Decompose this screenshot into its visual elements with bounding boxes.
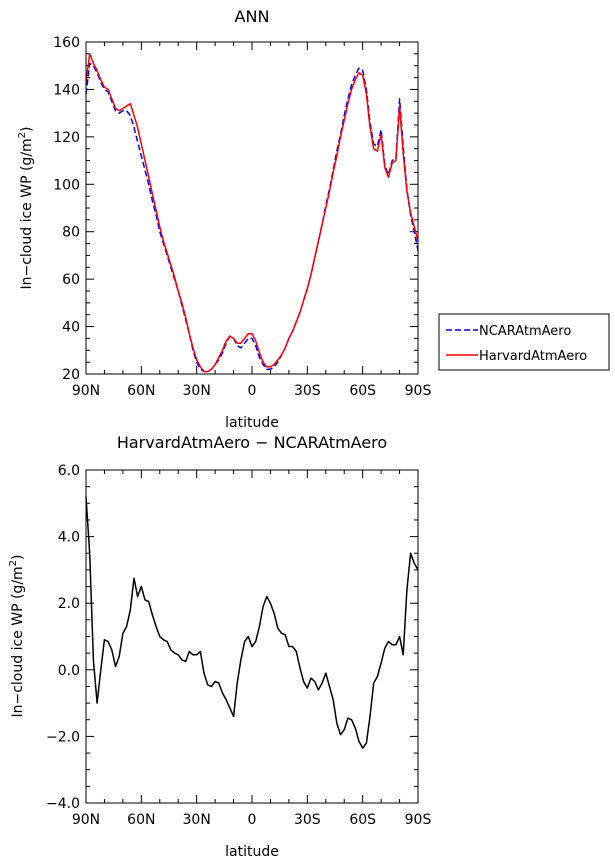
top-x-tick-label: 60N — [127, 383, 155, 399]
legend: NCARAtmAero HarvardAtmAero — [438, 313, 610, 371]
bottom-x-tick-label: 0 — [248, 812, 257, 828]
bottom-x-tick-label: 30S — [294, 812, 321, 828]
top-ticks: 90N 60N 30N 0 30S 60S 90S 20 40 60 80 100 120 140 160 — [53, 35, 431, 399]
top-y-axis-label: In−cloud ice WP (g/m2) — [17, 126, 35, 289]
top-y-tick-label: 80 — [62, 225, 80, 241]
top-y-tick-label: 100 — [53, 177, 80, 193]
top-x-tick-label: 0 — [248, 383, 257, 399]
bottom-y-tick-label: −4.0 — [46, 796, 80, 812]
bottom-y-tick-label: 4.0 — [58, 530, 80, 546]
bottom-chart-title: HarvardAtmAero − NCARAtmAero — [117, 433, 387, 452]
bottom-x-tick-label: 90N — [72, 812, 100, 828]
top-x-tick-label: 30S — [294, 383, 321, 399]
bottom-x-tick-label: 30N — [183, 812, 211, 828]
bottom-x-tick-label: 90S — [405, 812, 432, 828]
bottom-x-tick-label: 60N — [127, 812, 155, 828]
legend-label-ncar: NCARAtmAero — [479, 324, 571, 339]
top-series — [85, 53, 419, 373]
top-x-tick-label: 60S — [349, 383, 376, 399]
legend-label-harvard: HarvardAtmAero — [479, 349, 587, 364]
top-y-tick-label: 160 — [53, 35, 80, 51]
bottom-chart: HarvardAtmAero − NCARAtmAero 90N 60N 30N 0 3… — [8, 433, 431, 860]
top-chart: ANN 90N 60N 30N 0 30S 60S 90S 20 40 60 80 100 120 140… — [17, 7, 610, 431]
top-y-tick-label: 140 — [53, 82, 80, 98]
top-y-tick-label: 60 — [62, 272, 80, 288]
bottom-x-axis-label: latitude — [225, 844, 279, 860]
bottom-x-tick-label: 60S — [349, 812, 376, 828]
top-x-tick-label: 30N — [183, 383, 211, 399]
top-plot-frame — [85, 41, 419, 375]
bottom-y-axis-label: In−cloud ice WP (g/m2) — [8, 554, 26, 717]
top-x-tick-label: 90S — [405, 383, 432, 399]
bottom-series-line-1 — [85, 496, 419, 749]
bottom-plot-frame — [85, 469, 419, 804]
top-y-tick-label: 120 — [53, 130, 80, 146]
bottom-y-tick-label: 0.0 — [58, 663, 80, 679]
top-chart-title: ANN — [235, 7, 270, 26]
top-y-tick-label: 40 — [62, 320, 80, 336]
top-x-axis-label: latitude — [225, 415, 279, 431]
top-x-tick-label: 90N — [72, 383, 100, 399]
top-y-tick-label: 20 — [62, 367, 80, 383]
bottom-y-tick-label: 6.0 — [58, 463, 80, 479]
top-series-line-1 — [85, 62, 419, 373]
legend-box — [438, 313, 610, 371]
bottom-y-tick-label: 2.0 — [58, 596, 80, 612]
bottom-y-tick-label: −2.0 — [46, 729, 80, 745]
top-series-line-2 — [85, 53, 419, 373]
bottom-series — [85, 496, 419, 749]
